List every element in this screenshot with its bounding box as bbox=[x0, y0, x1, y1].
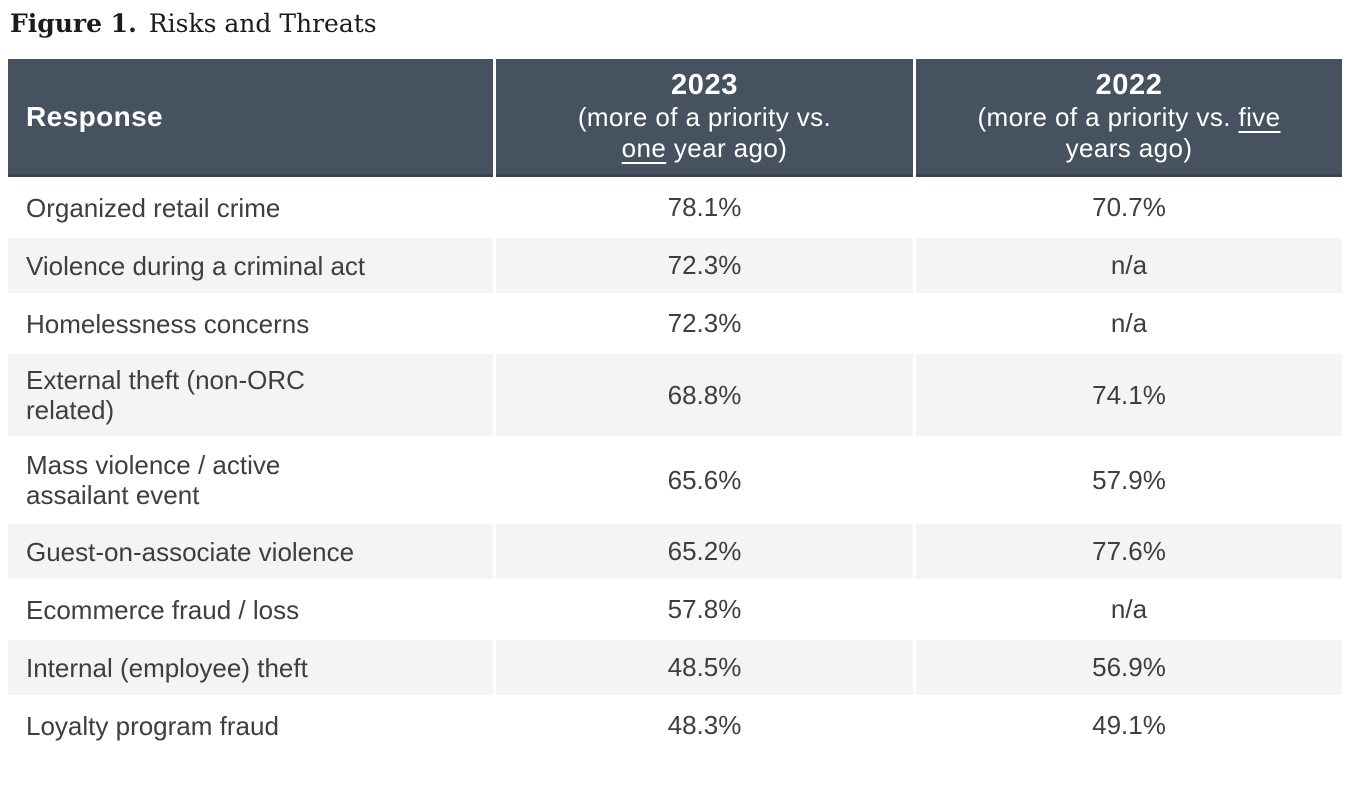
figure-caption: Figure 1. Risks and Threats bbox=[10, 9, 1346, 39]
header-2022-sub-after: years ago) bbox=[1065, 133, 1193, 163]
header-2022-sub-underlined: five bbox=[1238, 102, 1281, 132]
row-label-cell: Guest-on-associate violence bbox=[8, 524, 493, 579]
header-cell-response: Response bbox=[8, 59, 493, 177]
header-cell-2022: 2022 (more of a priority vs. five years a… bbox=[916, 59, 1342, 177]
row-2023-value: 68.8% bbox=[496, 354, 913, 436]
row-label-cell: Loyalty program fraud bbox=[8, 698, 493, 753]
row-2022-value: 74.1% bbox=[916, 354, 1342, 436]
row-2022-value: n/a bbox=[916, 238, 1342, 293]
row-label: Ecommerce fraud / loss bbox=[26, 594, 300, 625]
row-2022-value: n/a bbox=[916, 582, 1342, 637]
header-2022-year: 2022 bbox=[1095, 69, 1163, 101]
row-2023-value: 57.8% bbox=[496, 582, 913, 637]
row-label-cell: External theft (non-ORC related) bbox=[8, 354, 493, 436]
header-2023-sub-after: year ago) bbox=[666, 133, 788, 163]
figure-page: Figure 1. Risks and Threats Response 2023… bbox=[0, 9, 1346, 753]
row-label: Violence during a criminal act bbox=[26, 250, 366, 281]
row-2022-value: 70.7% bbox=[916, 180, 1342, 235]
row-label-cell: Mass violence / active assailant event bbox=[8, 439, 493, 521]
row-label: Organized retail crime bbox=[26, 192, 281, 223]
header-2023-year: 2023 bbox=[671, 69, 738, 101]
row-label: Loyalty program fraud bbox=[26, 710, 279, 741]
row-2023-value: 65.2% bbox=[496, 524, 913, 579]
row-2023-value: 78.1% bbox=[496, 180, 913, 235]
row-2022-value: 49.1% bbox=[916, 698, 1342, 753]
row-label: Mass violence / active assailant event bbox=[26, 450, 281, 510]
row-2023-value: 72.3% bbox=[496, 296, 913, 351]
row-label: External theft (non-ORC related) bbox=[26, 365, 305, 425]
row-label: Guest-on-associate violence bbox=[26, 536, 355, 567]
header-2023-sub-before: (more of a priority vs. bbox=[577, 102, 832, 132]
row-2023-value: 48.5% bbox=[496, 640, 913, 695]
header-2022-sub-before: (more of a priority vs. bbox=[977, 102, 1239, 132]
header-cell-2023: 2023 (more of a priority vs. one year ago… bbox=[496, 59, 913, 177]
row-label: Homelessness concerns bbox=[26, 308, 310, 339]
figure-title: Risks and Threats bbox=[148, 9, 377, 38]
row-2023-value: 65.6% bbox=[496, 439, 913, 521]
header-2022-subtitle: (more of a priority vs. five years ago) bbox=[977, 102, 1280, 164]
row-label-cell: Violence during a criminal act bbox=[8, 238, 493, 293]
row-2022-value: 56.9% bbox=[916, 640, 1342, 695]
row-2023-value: 72.3% bbox=[496, 238, 913, 293]
row-2022-value: 57.9% bbox=[916, 439, 1342, 521]
header-2023-sub-underlined: one bbox=[621, 133, 667, 163]
row-label-cell: Homelessness concerns bbox=[8, 296, 493, 351]
row-2023-value: 48.3% bbox=[496, 698, 913, 753]
header-response-label: Response bbox=[26, 100, 164, 132]
row-label: Internal (employee) theft bbox=[26, 652, 308, 683]
figure-label: Figure 1. bbox=[10, 9, 137, 38]
header-2023-subtitle: (more of a priority vs. one year ago) bbox=[578, 102, 831, 164]
row-label-cell: Ecommerce fraud / loss bbox=[8, 582, 493, 637]
row-label-cell: Organized retail crime bbox=[8, 180, 493, 235]
row-2022-value: n/a bbox=[916, 296, 1342, 351]
row-label-cell: Internal (employee) theft bbox=[8, 640, 493, 695]
risks-threats-table: Response 2023 (more of a priority vs. one… bbox=[8, 59, 1342, 753]
row-2022-value: 77.6% bbox=[916, 524, 1342, 579]
